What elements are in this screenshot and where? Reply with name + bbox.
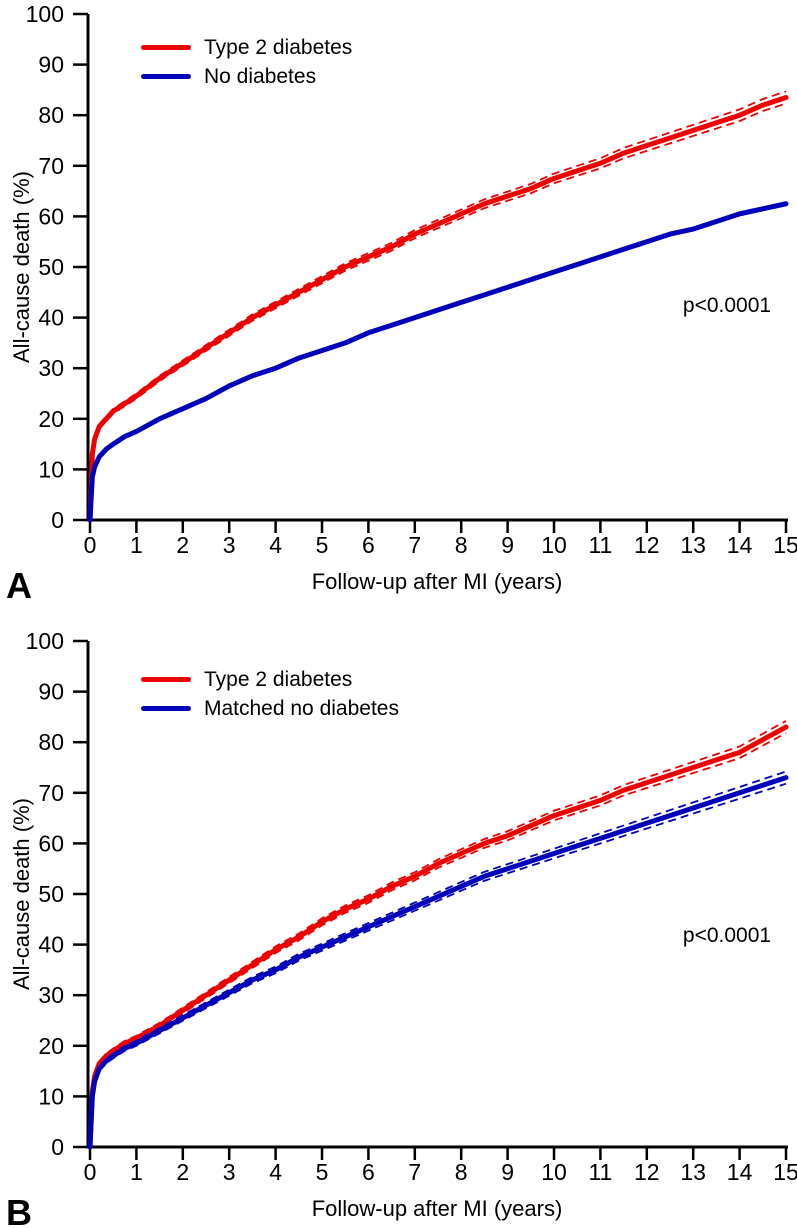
x-tick-label: 6 <box>362 1159 375 1185</box>
ci-band-dashed <box>98 102 787 430</box>
y-tick-label: 50 <box>38 254 64 280</box>
x-tick-label: 14 <box>727 532 753 558</box>
y-tick-label: 0 <box>51 507 64 533</box>
y-axis-title: All-cause death (%) <box>9 798 34 990</box>
x-axis-title: Follow-up after MI (years) <box>311 1196 563 1221</box>
y-tick-label: 50 <box>38 881 64 907</box>
x-tick-label: 7 <box>408 1159 421 1185</box>
x-tick-label: 6 <box>362 532 375 558</box>
y-tick-label: 80 <box>38 102 64 128</box>
x-tick-label: 4 <box>269 532 282 558</box>
panel-letter-b: B <box>6 1192 32 1228</box>
y-tick-label: 60 <box>38 830 64 856</box>
y-tick-label: 30 <box>38 982 64 1008</box>
x-tick-label: 15 <box>773 1159 797 1185</box>
x-tick-label: 12 <box>634 1159 660 1185</box>
x-tick-label: 9 <box>501 532 514 558</box>
panel-letter-a: A <box>6 565 32 606</box>
legend-line-no-diabetes <box>141 74 191 79</box>
legend-line-matched-no-diabetes <box>141 706 191 711</box>
x-tick-label: 0 <box>84 532 97 558</box>
y-tick-label: 100 <box>26 628 64 654</box>
x-tick-label: 15 <box>773 532 797 558</box>
p-value-annotation: p<0.0001 <box>682 294 772 317</box>
y-tick-label: 40 <box>38 305 64 331</box>
x-tick-label: 2 <box>176 532 189 558</box>
y-tick-label: 20 <box>38 1033 64 1059</box>
x-tick-label: 5 <box>316 532 329 558</box>
x-tick-label: 13 <box>680 532 706 558</box>
x-tick-label: 0 <box>84 1159 97 1185</box>
x-tick-label: 13 <box>680 1159 706 1185</box>
legend-label-type2-diabetes: Type 2 diabetes <box>204 36 353 59</box>
y-tick-label: 0 <box>51 1134 64 1160</box>
x-tick-label: 8 <box>455 532 468 558</box>
series-line <box>87 94 789 523</box>
y-tick-label: 100 <box>26 1 64 27</box>
x-tick-label: 12 <box>634 532 660 558</box>
x-tick-label: 5 <box>316 1159 329 1185</box>
legend-item-no-diabetes: No diabetes <box>141 66 352 87</box>
x-tick-label: 1 <box>130 532 143 558</box>
x-tick-label: 8 <box>455 1159 468 1185</box>
legend-item-matched-no-diabetes: Matched no diabetes <box>141 698 399 719</box>
ci-band-dashed <box>98 732 787 1067</box>
series-line <box>87 724 789 1150</box>
legend-label-type2-diabetes: Type 2 diabetes <box>204 668 353 691</box>
x-tick-label: 4 <box>269 1159 282 1185</box>
panel-a-plot: 0 1 2 3 4 5 6 7 8 9 10 11 12 13 14 15010203040506070809… <box>26 1 797 558</box>
y-tick-label: 80 <box>38 729 64 755</box>
legend-item-type2-diabetes: Type 2 diabetes <box>141 669 399 690</box>
ci-band-dashed <box>98 90 787 425</box>
x-tick-label: 11 <box>588 532 612 558</box>
y-tick-label: 10 <box>38 456 64 482</box>
x-tick-label: 3 <box>223 1159 236 1185</box>
y-tick-label: 60 <box>38 203 64 229</box>
series-line <box>87 201 789 523</box>
y-tick-label: 90 <box>38 52 64 78</box>
panel-b-plot: 0 1 2 3 4 5 6 7 8 9 10 11 12 13 14 15010203040506070809… <box>26 628 797 1185</box>
ci-band-dashed <box>98 770 787 1067</box>
x-tick-label: 1 <box>130 1159 143 1185</box>
y-tick-label: 30 <box>38 355 64 381</box>
x-tick-label: 10 <box>541 1159 567 1185</box>
legend: Type 2 diabetes No diabetes <box>141 37 352 87</box>
series-line <box>87 775 789 1150</box>
panel-b: 0 1 2 3 4 5 6 7 8 9 10 11 12 13 14 15 0 10 20 30 40 50 60 70 80 9… <box>0 614 797 1228</box>
y-tick-label: 70 <box>38 153 64 179</box>
x-tick-label: 10 <box>541 532 567 558</box>
y-tick-label: 40 <box>38 932 64 958</box>
x-tick-label: 3 <box>223 532 236 558</box>
panel-a: 0 1 2 3 4 5 6 7 8 9 10 11 12 13 14 15 0 10 20 30 40 50 60 70 80 9… <box>6 1 797 606</box>
legend: Type 2 diabetes Matched no diabetes <box>141 669 399 719</box>
y-tick-label: 20 <box>38 406 64 432</box>
x-tick-label: 11 <box>588 1159 612 1185</box>
x-axis-title: Follow-up after MI (years) <box>311 569 563 594</box>
y-tick-label: 70 <box>38 780 64 806</box>
legend-item-type2-diabetes: Type 2 diabetes <box>141 37 352 58</box>
x-tick-label: 7 <box>408 532 421 558</box>
p-value-annotation: p<0.0001 <box>682 924 772 947</box>
legend-line-type2-diabetes <box>141 45 191 50</box>
y-axis-title: All-cause death (%) <box>9 171 34 363</box>
y-tick-label: 90 <box>38 679 64 705</box>
x-tick-label: 14 <box>727 1159 753 1185</box>
legend-label-matched-no-diabetes: Matched no diabetes <box>204 697 399 720</box>
x-tick-label: 2 <box>176 1159 189 1185</box>
y-tick-label: 10 <box>38 1083 64 1109</box>
legend-line-type2-diabetes <box>141 677 191 682</box>
legend-label-no-diabetes: No diabetes <box>204 65 317 88</box>
x-tick-label: 9 <box>501 1159 514 1185</box>
